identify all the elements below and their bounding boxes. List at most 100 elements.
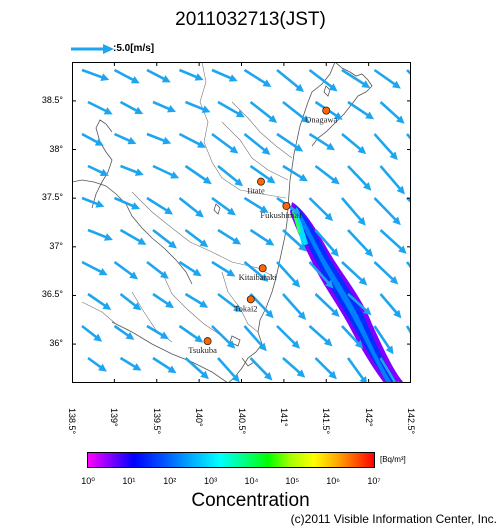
latitude-label: 37° [49, 240, 63, 251]
wind-arrow-icon [178, 324, 204, 343]
wind-arrow-icon [347, 293, 372, 316]
wind-arrow-icon [341, 68, 371, 89]
wind-arrow-icon [87, 356, 107, 372]
colorbar-tick-label: 10⁴ [244, 476, 259, 486]
wind-reference-label: :5.0[m/s] [113, 43, 155, 54]
wind-arrow-icon [314, 293, 340, 318]
wind-arrow-icon [217, 292, 242, 313]
wind-arrow-icon [81, 132, 104, 146]
longitude-label: 142° [363, 408, 374, 427]
wind-arrow-icon [81, 324, 103, 342]
wind-arrow-icon [211, 68, 238, 82]
wind-arrow-icon [217, 100, 245, 118]
wind-arrow-icon [119, 100, 144, 115]
longitude-label: 142.5° [406, 408, 416, 435]
wind-arrow-icon [341, 197, 366, 226]
wind-arrow-icon [152, 356, 177, 374]
wind-arrow-icon [249, 100, 278, 123]
wind-arrow-icon [276, 325, 301, 349]
wind-arrow-icon [347, 100, 375, 120]
station-label: Kitaibaraki [239, 272, 278, 282]
wind-arrow-icon [373, 68, 401, 89]
latitude-label: 37.5° [41, 192, 63, 203]
colorbar-title: Concentration [191, 490, 310, 511]
longitude-label: 141° [278, 408, 289, 427]
wind-arrow-icon [249, 357, 273, 381]
wind-arrow-icon [341, 325, 364, 349]
station-markers: Onagawa Iitate Fukushima1 Kitaibaraki Tokai2… [188, 106, 338, 355]
wind-arrow-icon [282, 100, 310, 124]
latitude-label: 36.5° [41, 289, 63, 300]
wind-vectors [81, 68, 411, 383]
colorbar-tick-label: 10⁶ [326, 476, 340, 486]
wind-arrow-icon [211, 196, 236, 216]
wind-arrow-icon [81, 68, 110, 81]
colorbar-unit: [Bq/m³] [380, 455, 406, 464]
wind-arrow-icon [113, 68, 140, 84]
map-title: 2011032713(JST) [175, 9, 326, 30]
wind-arrow-icon [87, 100, 113, 115]
wind-arrow-icon [211, 325, 236, 349]
wind-arrow-icon [276, 132, 304, 152]
wind-arrow-icon [373, 197, 401, 226]
wind-arrow-icon [314, 357, 337, 380]
wind-arrow-icon [308, 261, 334, 289]
latitude-label: 38.5° [41, 94, 63, 105]
wind-arrow-icon [152, 228, 177, 249]
wind-arrow-icon [211, 260, 236, 277]
wind-arrow-icon [217, 357, 240, 383]
wind-arrow-icon [178, 260, 202, 277]
colorbar-tick-label: 10⁰ [81, 476, 95, 486]
wind-arrow-icon [185, 100, 211, 113]
wind-arrow-icon [184, 164, 212, 185]
wind-arrow-icon [243, 132, 271, 155]
longitude-label: 140° [194, 408, 205, 427]
wind-arrow-icon [81, 196, 105, 208]
wind-arrow-icon [373, 261, 399, 285]
wind-arrow-icon [243, 325, 267, 352]
wind-arrow-icon [87, 164, 109, 177]
colorbar-tick-label: 10¹ [122, 476, 136, 486]
latitude-label: 38° [49, 143, 63, 154]
wind-arrow-icon [341, 132, 367, 155]
wind-arrow-icon [119, 292, 142, 311]
station-label: Tsukuba [188, 345, 217, 355]
latitude-label: 36° [49, 338, 63, 349]
wind-arrow-icon [243, 196, 269, 213]
concentration-plume [290, 202, 404, 383]
wind-arrow-icon [341, 261, 368, 286]
wind-arrow-icon [373, 133, 398, 161]
colorbar-tick-label: 10² [163, 476, 177, 486]
copyright-credit: (c)2011 Visible Information Center, Inc. [290, 512, 497, 526]
wind-arrow-icon [314, 229, 339, 257]
station-label: Iitate [247, 186, 265, 196]
wind-arrow-icon [146, 260, 169, 279]
wind-arrow-icon [146, 324, 169, 340]
station-label: Tokai2 [234, 303, 257, 313]
wind-arrow-icon [379, 229, 407, 254]
wind-arrow-icon [179, 68, 204, 81]
wind-arrow-icon [308, 132, 336, 151]
wind-arrow-icon [113, 324, 135, 340]
axis-ticks [72, 62, 411, 383]
wind-arrow-icon [120, 164, 144, 176]
concentration-colorbar [87, 452, 375, 468]
wind-arrow-icon [249, 164, 276, 184]
wind-arrow-icon [243, 260, 269, 282]
coastline-lines [72, 62, 373, 383]
wind-arrow-icon [276, 261, 301, 288]
colorbar-tick-label: 10³ [204, 476, 218, 486]
wind-arrow-icon [152, 100, 176, 113]
wind-arrow-icon [119, 356, 142, 371]
wind-arrow-icon [146, 132, 172, 145]
wind-arrow-icon [282, 357, 306, 378]
wind-arrow-icon [282, 229, 307, 252]
wind-arrow-icon [178, 196, 204, 218]
wind-arrow-icon [282, 293, 307, 320]
longitude-label: 141.5° [321, 408, 332, 435]
wind-arrow-icon [184, 357, 209, 380]
wind-arrow-icon [184, 292, 209, 308]
wind-arrow-icon [152, 292, 174, 309]
station-label: Onagawa [305, 115, 337, 125]
wind-arrow-icon [217, 228, 242, 245]
